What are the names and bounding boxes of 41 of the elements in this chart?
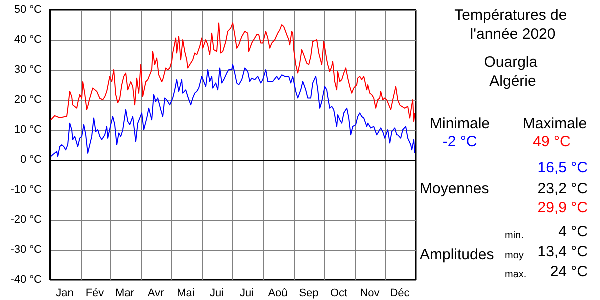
- x-tick-label: Oct: [330, 288, 348, 300]
- text: 4 °C: [558, 224, 588, 240]
- text: moy: [505, 250, 524, 262]
- x-tick-label: Jui: [210, 288, 224, 300]
- line-series: [50, 22, 416, 122]
- text: Ouargla Algérie: [484, 54, 542, 90]
- x-tick-label: Sep: [299, 288, 319, 300]
- text: 16,5 °C: [538, 160, 588, 176]
- text: Maximale: [522, 116, 588, 132]
- text: 23,2 °C: [538, 180, 588, 198]
- y-tick-label: -10 °C: [10, 184, 42, 196]
- text: Minimale: [430, 116, 490, 132]
- x-tick-label: Nov: [360, 288, 380, 300]
- y-tick-label: -30 °C: [10, 244, 42, 256]
- x-tick-label: Déc: [390, 288, 410, 300]
- text: 24 °C: [550, 264, 588, 280]
- text: Moyennes: [420, 180, 490, 198]
- text: 13,4 °C: [538, 244, 588, 260]
- x-tick-label: Mai: [177, 288, 195, 300]
- text: 29,9 °C: [538, 200, 588, 216]
- x-tick-label: Jan: [56, 288, 74, 300]
- line-series: [50, 64, 416, 158]
- x-tick-label: Jui: [240, 288, 254, 300]
- y-tick-label: 50 °C: [14, 4, 42, 16]
- x-tick-label: Avr: [148, 288, 164, 300]
- y-tick-label: 20 °C: [14, 94, 42, 106]
- text: Amplitudes: [420, 246, 494, 264]
- text: min.: [505, 230, 524, 242]
- text: 49 °C: [533, 134, 572, 150]
- x-tick-label: Mar: [116, 288, 135, 300]
- y-tick-label: 40 °C: [14, 34, 42, 46]
- text: Températures de l'année 2020: [454, 7, 572, 43]
- x-tick-label: Fév: [86, 288, 105, 300]
- y-tick-label: 0 °C: [20, 154, 42, 166]
- text: max.: [505, 270, 527, 280]
- text: -2 °C: [442, 134, 478, 150]
- x-tick-label: Aoû: [268, 288, 288, 300]
- y-tick-label: -40 °C: [10, 274, 42, 286]
- y-tick-label: 30 °C: [14, 64, 42, 76]
- y-tick-label: -20 °C: [10, 214, 42, 226]
- y-tick-label: 10 °C: [14, 124, 42, 136]
